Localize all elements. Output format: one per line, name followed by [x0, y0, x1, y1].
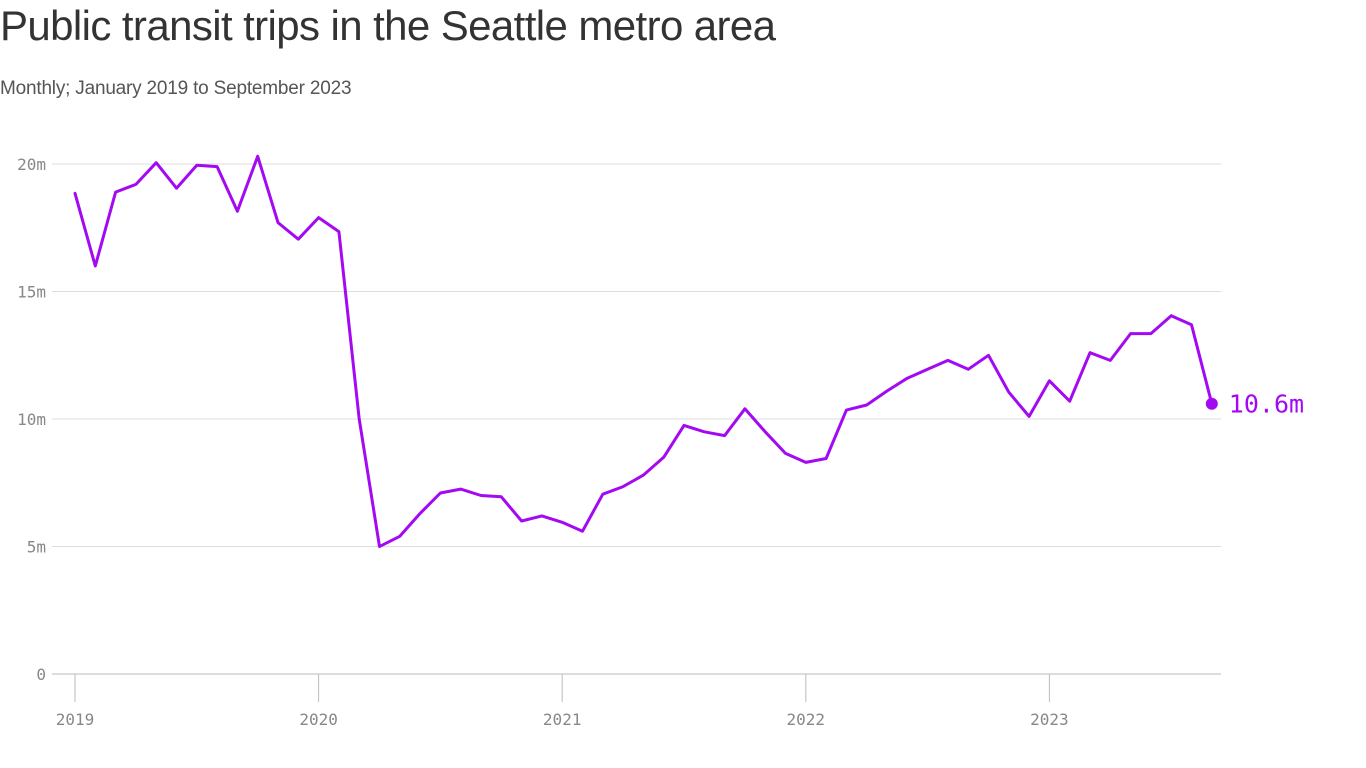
y-tick-label: 15m: [17, 283, 46, 302]
data-point: [154, 161, 158, 165]
x-tick-label: 2019: [56, 710, 95, 729]
data-point: [1149, 332, 1153, 336]
y-tick-label: 5m: [27, 538, 46, 557]
data-point: [256, 154, 260, 158]
data-point: [317, 216, 321, 220]
data-point: [479, 494, 483, 498]
end-value-label: 10.6m: [1229, 390, 1304, 419]
data-point: [682, 423, 686, 427]
data-point: [804, 460, 808, 464]
data-point: [723, 434, 727, 438]
data-point: [235, 209, 239, 213]
data-point: [93, 264, 97, 268]
chart-title: Public transit trips in the Seattle metr…: [0, 2, 776, 49]
data-point: [621, 485, 625, 489]
data-point: [926, 367, 930, 371]
data-point: [966, 367, 970, 371]
data-point: [1007, 390, 1011, 394]
data-point: [73, 191, 77, 195]
x-tick-label: 2020: [299, 710, 338, 729]
data-point: [1027, 414, 1031, 418]
data-point: [215, 165, 219, 169]
data-point: [398, 534, 402, 538]
data-point: [134, 182, 138, 186]
data-point: [276, 221, 280, 225]
y-tick-label: 10m: [17, 410, 46, 429]
data-point: [641, 473, 645, 477]
data-point: [1088, 351, 1092, 355]
data-point: [1068, 399, 1072, 403]
y-axis-tick-labels: 0 5m 10m 15m 20m: [17, 155, 46, 684]
data-point: [296, 237, 300, 241]
data-point: [987, 353, 991, 357]
y-tick-label: 0: [36, 665, 46, 684]
y-tick-label: 20m: [17, 155, 46, 174]
data-point: [763, 430, 767, 434]
data-point: [824, 457, 828, 461]
data-point: [520, 519, 524, 523]
x-tick-label: 2023: [1030, 710, 1069, 729]
data-point: [357, 417, 361, 421]
x-axis: 2019 2020 2021 2022 2023: [56, 674, 1069, 729]
data-point: [540, 514, 544, 518]
data-point: [662, 455, 666, 459]
data-point: [499, 495, 503, 499]
data-point: [1047, 379, 1051, 383]
end-point-marker: [1205, 397, 1218, 410]
data-point: [702, 430, 706, 434]
series-line-transit-trips: [73, 154, 1214, 548]
data-point: [337, 230, 341, 234]
data-point: [844, 408, 848, 412]
data-point: [1108, 358, 1112, 362]
chart-subtitle: Monthly; January 2019 to September 2023: [0, 78, 352, 99]
data-point: [946, 358, 950, 362]
data-point: [784, 451, 788, 455]
data-point: [560, 520, 564, 524]
data-points: 10.6m: [73, 154, 1304, 549]
data-point: [865, 403, 869, 407]
data-point: [905, 376, 909, 380]
x-tick-label: 2021: [543, 710, 582, 729]
data-point: [1129, 332, 1133, 336]
data-point: [601, 492, 605, 496]
data-point: [418, 511, 422, 515]
data-point: [175, 186, 179, 190]
data-point: [459, 487, 463, 491]
x-tick-label: 2022: [787, 710, 826, 729]
data-point: [743, 407, 747, 411]
data-point: [114, 190, 118, 194]
grid-lines: [52, 163, 1221, 675]
data-point: [378, 545, 382, 549]
data-point: [885, 389, 889, 393]
series-layer: [73, 154, 1214, 548]
data-point: [438, 491, 442, 495]
data-point: [1169, 314, 1173, 318]
data-point: [1190, 323, 1194, 327]
data-point: [195, 163, 199, 167]
data-point: [581, 529, 585, 533]
